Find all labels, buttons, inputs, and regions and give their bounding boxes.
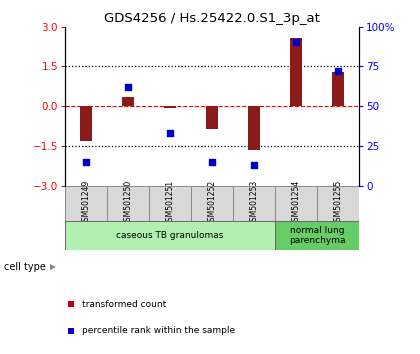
Point	[167, 130, 173, 136]
Bar	[122, 97, 134, 106]
Text: GSM501252: GSM501252	[207, 179, 217, 226]
Bar	[248, 106, 260, 150]
Bar	[65, 221, 275, 250]
Bar	[65, 186, 107, 221]
Text: GSM501250: GSM501250	[123, 179, 133, 226]
Bar	[317, 186, 359, 221]
Bar	[233, 186, 275, 221]
Text: transformed count: transformed count	[82, 300, 166, 309]
Bar	[290, 39, 302, 106]
Bar	[206, 106, 218, 129]
Text: caseous TB granulomas: caseous TB granulomas	[116, 231, 224, 240]
Bar	[275, 186, 317, 221]
Bar	[107, 186, 149, 221]
Point	[125, 84, 131, 90]
Title: GDS4256 / Hs.25422.0.S1_3p_at: GDS4256 / Hs.25422.0.S1_3p_at	[104, 12, 320, 25]
Bar	[275, 221, 359, 250]
Text: cell type: cell type	[4, 262, 46, 272]
Text: GSM501254: GSM501254	[291, 179, 301, 226]
Bar	[332, 72, 344, 106]
Text: normal lung
parenchyma: normal lung parenchyma	[289, 225, 345, 245]
Point	[83, 159, 89, 165]
Point	[335, 68, 341, 74]
Text: GSM501253: GSM501253	[249, 179, 259, 226]
Text: GSM501251: GSM501251	[165, 179, 175, 226]
Text: GSM501249: GSM501249	[81, 179, 91, 226]
Point	[209, 159, 215, 165]
Text: GSM501255: GSM501255	[333, 179, 343, 226]
Bar	[80, 106, 92, 141]
Point	[293, 40, 299, 45]
Bar	[149, 186, 191, 221]
Point	[251, 162, 257, 168]
Bar	[191, 186, 233, 221]
Text: percentile rank within the sample: percentile rank within the sample	[82, 326, 235, 336]
Bar	[164, 106, 176, 108]
